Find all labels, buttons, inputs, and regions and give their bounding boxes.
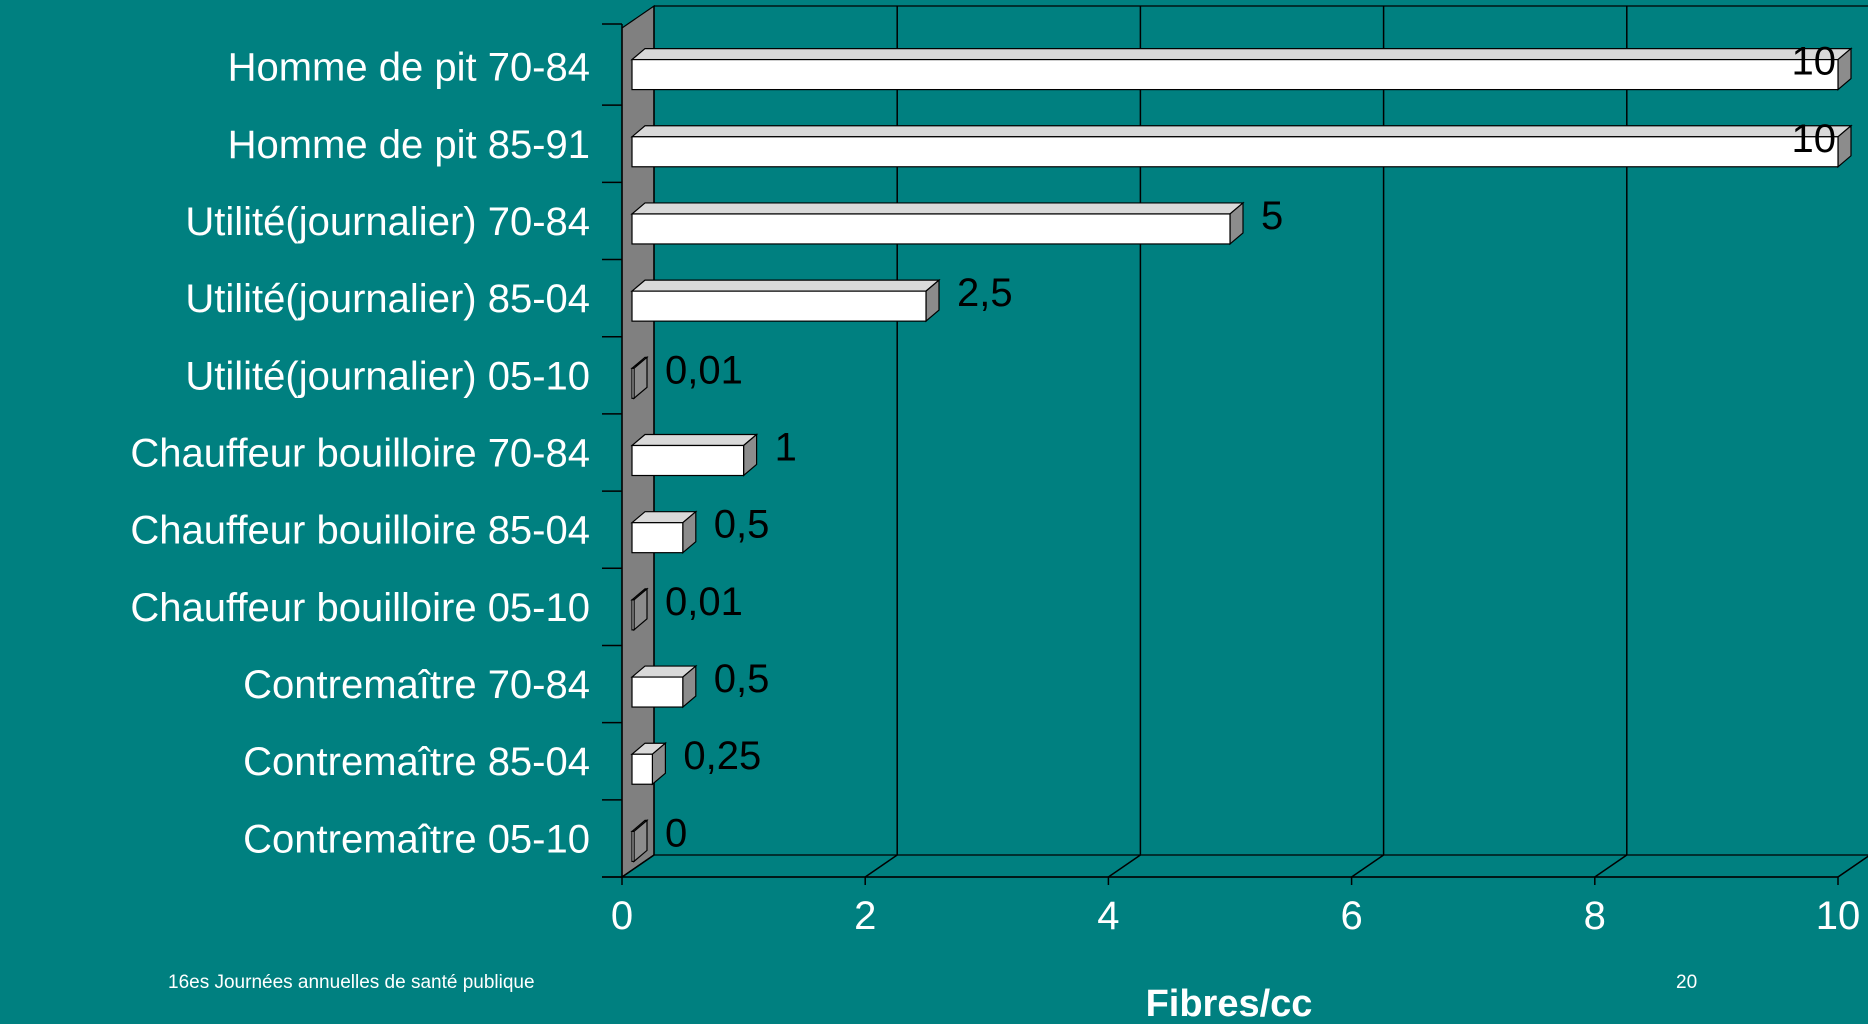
bar: [631, 444, 745, 477]
bar: [631, 367, 635, 399]
data-label: 1: [775, 426, 797, 470]
category-label: Contremaître 85-04: [243, 740, 590, 784]
bar-top: [630, 433, 759, 447]
x-floor-tick: [1351, 854, 1385, 878]
x-axis: 0 2 4 6 8 10: [602, 23, 1868, 938]
category-label: Homme de pit 85-91: [228, 123, 590, 167]
floor: [620, 854, 1868, 878]
x-floor-tick: [1107, 854, 1141, 878]
bar-top: [630, 202, 1245, 215]
bar: [631, 213, 1231, 245]
category-label: Utilité(journalier) 70-84: [185, 200, 590, 244]
data-label: 10: [1792, 40, 1837, 84]
category-label: Utilité(journalier) 85-04: [185, 277, 590, 321]
footer-page-number: 20: [1676, 972, 1698, 993]
x-tick-label: 8: [1584, 894, 1606, 938]
footer-conference-name: 16es Journées annuelles de santé publiqu…: [168, 972, 535, 993]
x-tick-label: 6: [1340, 894, 1362, 938]
category-label: Chauffeur bouilloire 05-10: [130, 586, 590, 630]
category-label: Homme de pit 70-84: [228, 46, 590, 90]
category-label: Chauffeur bouilloire 70-84: [130, 432, 590, 476]
category-label: Contremaître 70-84: [243, 663, 590, 707]
bar: [631, 290, 927, 322]
bar: [631, 58, 1839, 91]
bar: [631, 830, 635, 863]
category-label: Chauffeur bouilloire 85-04: [130, 509, 590, 553]
data-label: 5: [1261, 194, 1283, 238]
bar: [631, 136, 1839, 168]
x-floor-tick: [621, 854, 655, 878]
x-floor-tick: [1837, 855, 1868, 878]
bar-top: [630, 125, 1853, 138]
data-label: 0,5: [714, 657, 770, 701]
x-tick-label: 0: [611, 894, 633, 938]
x-floor-tick: [1594, 854, 1628, 878]
category-labels: Homme de pit 70-84 Homme de pit 85-91 Util…: [130, 46, 590, 862]
data-label: 0,5: [714, 503, 770, 547]
data-label: 0,01: [665, 348, 743, 392]
data-label: 0,01: [665, 580, 743, 624]
x-floor-tick: [864, 854, 898, 878]
category-label: Utilité(journalier) 05-10: [185, 354, 590, 398]
data-label: 0: [665, 811, 687, 855]
bar-top: [630, 279, 941, 292]
x-tick-label: 2: [854, 894, 876, 938]
bar: [631, 599, 635, 631]
bar: [631, 753, 653, 785]
category-label: Contremaître 05-10: [243, 817, 590, 861]
data-label: 0,25: [683, 734, 761, 778]
bar: [631, 522, 684, 554]
bar-top: [630, 47, 1853, 61]
x-tick-label: 4: [1097, 894, 1119, 938]
data-label: 2,5: [957, 271, 1013, 315]
x-axis-title: Fibres/cc: [1146, 983, 1313, 1024]
bars: [630, 47, 1853, 863]
bar: [631, 676, 684, 708]
data-label: 10: [1792, 117, 1837, 161]
x-tick-label: 10: [1816, 894, 1861, 938]
